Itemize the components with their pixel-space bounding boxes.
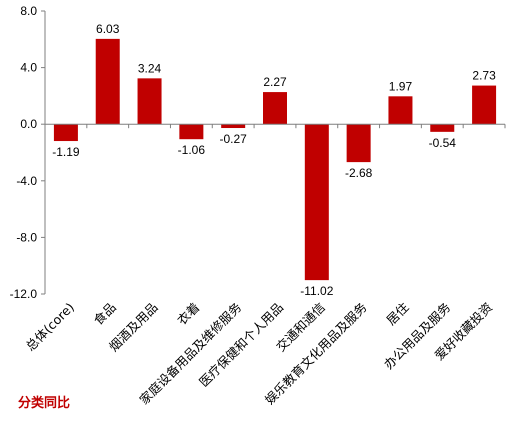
data-labels-group: -1.19 6.03 3.24 -1.06 -0.27 2.27 -11.02 -2.68 1.…	[52, 22, 496, 298]
data-label: -0.54	[429, 136, 457, 150]
y-axis: 8.0 4.0 0.0 -4.0 -8.0 -12.0	[10, 4, 46, 301]
data-label: -1.06	[178, 143, 206, 157]
data-label: 1.97	[389, 79, 413, 93]
bar	[472, 85, 497, 125]
bar	[137, 78, 162, 125]
data-label: 3.24	[138, 61, 162, 75]
bars-group	[53, 38, 497, 281]
y-tick-label: 8.0	[20, 4, 37, 18]
category-label: 食品	[91, 300, 119, 328]
bar	[263, 92, 287, 125]
bar	[221, 124, 246, 129]
bar	[430, 124, 455, 132]
bar	[346, 124, 371, 163]
bar	[179, 124, 204, 140]
bar	[95, 38, 120, 125]
category-label: 居住	[383, 299, 412, 328]
data-label: -1.19	[52, 145, 80, 159]
data-label: -0.27	[220, 132, 248, 146]
data-label: 2.27	[263, 75, 287, 89]
y-tick-label: 4.0	[20, 61, 37, 75]
y-tick-label: -8.0	[16, 230, 37, 244]
category-label: 衣着	[174, 300, 202, 328]
bar	[388, 96, 413, 125]
data-label: 2.73	[472, 69, 496, 83]
category-label: 总体(core)	[23, 300, 77, 354]
y-tick-label: -4.0	[16, 174, 37, 188]
bar	[53, 124, 78, 142]
data-label: -2.68	[345, 166, 373, 180]
y-tick-label: 0.0	[20, 117, 37, 131]
data-label: 6.03	[96, 22, 120, 36]
x-axis	[44, 123, 506, 129]
bar	[304, 124, 329, 281]
data-label: -11.02	[300, 284, 333, 298]
legend-label: 分类同比	[18, 396, 71, 411]
y-tick-label: -12.0	[10, 287, 38, 301]
